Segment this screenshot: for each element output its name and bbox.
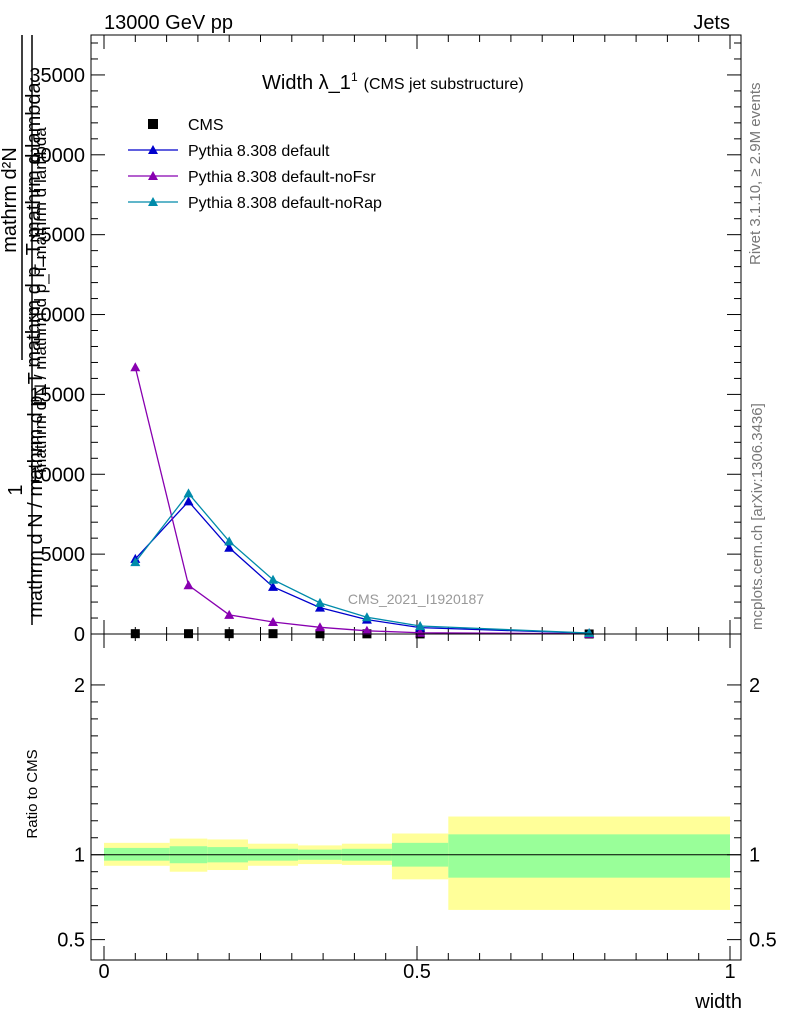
main-panel: 0 5000 10000 15000 20000 25000 30000 35000 Widt… xyxy=(0,34,742,646)
legend: CMS Pythia 8.308 default Pythia 8.308 defa… xyxy=(128,117,382,212)
legend-entry: Pythia 8.308 default-noFsr xyxy=(188,169,376,186)
ratio-y-tick-label-right: 0.5 xyxy=(749,930,777,952)
ratio-y-axis-label: Ratio to CMS xyxy=(24,749,41,838)
mc-data-point xyxy=(130,557,141,567)
ratio-inner-band xyxy=(448,834,730,878)
x-tick-label: 0 xyxy=(98,961,109,983)
y-label-overlay: mathrm d N / mathrm d p_T mathrm d lambd… xyxy=(31,127,50,473)
mc-data-point xyxy=(183,580,194,590)
y-label-denominator: mathrm d N / mathrm d p_T xyxy=(25,372,47,618)
mc-data-point xyxy=(268,617,279,627)
mc-data-point xyxy=(268,581,279,591)
legend-entry: Pythia 8.308 default-noRap xyxy=(188,195,382,212)
y-label-numerator: 1 xyxy=(5,484,27,495)
main-ticks xyxy=(91,35,741,635)
legend-marker xyxy=(148,145,158,154)
mc-data-point xyxy=(361,625,372,635)
chart-title-superscript: 1 xyxy=(351,70,358,84)
mc-data-point xyxy=(183,488,194,498)
y-tick-label: 35000 xyxy=(29,65,85,87)
y-tick-label: 25000 xyxy=(29,225,85,247)
x-tick-labels: 0 0.5 1 xyxy=(98,961,735,983)
analysis-watermark: CMS_2021_I1920187 xyxy=(348,591,484,607)
series-line xyxy=(134,500,590,634)
y-label-fraction-denominator: mathrm d p_T mathrm d lambda xyxy=(23,81,45,367)
ratio-frame xyxy=(90,633,742,961)
mc-data-point xyxy=(268,574,279,584)
ratio-ticks xyxy=(91,634,741,960)
mc-data-point xyxy=(314,602,325,612)
mcplots-label: mcplots.cern.ch [arXiv:1306.3436] xyxy=(749,403,766,630)
series-line xyxy=(134,367,590,635)
legend-marker xyxy=(148,119,158,129)
ratio-y-tick-label: 0.5 xyxy=(57,930,85,952)
mc-data-point xyxy=(224,609,235,619)
header-left-label: 13000 GeV pp xyxy=(104,12,233,34)
ratio-y-tick-label: 2 xyxy=(74,675,85,697)
x-tick-label: 1 xyxy=(724,961,735,983)
y-tick-label: 5000 xyxy=(41,544,86,566)
ratio-bands xyxy=(104,816,730,910)
legend-entry: Pythia 8.308 default xyxy=(188,143,330,160)
ratio-panel: 0.5 0.51 12 2 0 0.5 1 Ratio to CMS width xyxy=(24,633,777,1013)
y-tick-label: 30000 xyxy=(29,145,85,167)
legend-marker xyxy=(148,171,158,180)
y-tick-label: 15000 xyxy=(29,384,85,406)
series-2 xyxy=(130,362,595,638)
mc-data-point xyxy=(415,621,426,631)
mc-data-point xyxy=(183,496,194,506)
series-line xyxy=(134,492,590,634)
main-y-axis-label: 1 mathrm d²N mathrm d p_T mathrm d lambd… xyxy=(0,35,50,625)
x-axis-label: width xyxy=(694,991,742,1013)
y-label-fraction-numerator: mathrm d²N xyxy=(0,147,21,253)
mc-data-point xyxy=(361,612,372,622)
rivet-label: Rivet 3.1.10, ≥ 2.9M events xyxy=(747,83,764,266)
y-tick-label: 0 xyxy=(74,624,85,646)
mc-data-point xyxy=(584,628,595,638)
mc-data-point xyxy=(224,542,235,552)
legend-entry: CMS xyxy=(188,117,224,134)
ratio-y-tick-label-right: 1 xyxy=(749,845,760,867)
y-tick-label: 10000 xyxy=(29,464,85,486)
x-tick-label: 0.5 xyxy=(403,961,431,983)
legend-marker xyxy=(148,197,158,206)
series-3 xyxy=(130,488,595,638)
chart-subtitle: (CMS jet substructure) xyxy=(364,76,524,93)
header-right-label: Jets xyxy=(693,12,730,34)
mc-data-point xyxy=(314,597,325,607)
mc-data-point xyxy=(130,362,141,372)
y-tick-label: 20000 xyxy=(29,305,85,327)
mc-data-point xyxy=(224,536,235,546)
mc-data-point xyxy=(314,622,325,632)
chart-title-text: Width λ_1 xyxy=(262,72,351,94)
main-y-tick-labels: 0 5000 10000 15000 20000 25000 30000 35000 xyxy=(29,65,85,646)
ratio-y-tick-label-right: 2 xyxy=(749,675,760,697)
chart-title: Width λ_11 (CMS jet substructure) xyxy=(262,70,524,94)
ratio-y-tick-label: 1 xyxy=(74,845,85,867)
ratio-y-tick-labels: 0.5 0.5 1 1 2 2 xyxy=(57,675,777,952)
